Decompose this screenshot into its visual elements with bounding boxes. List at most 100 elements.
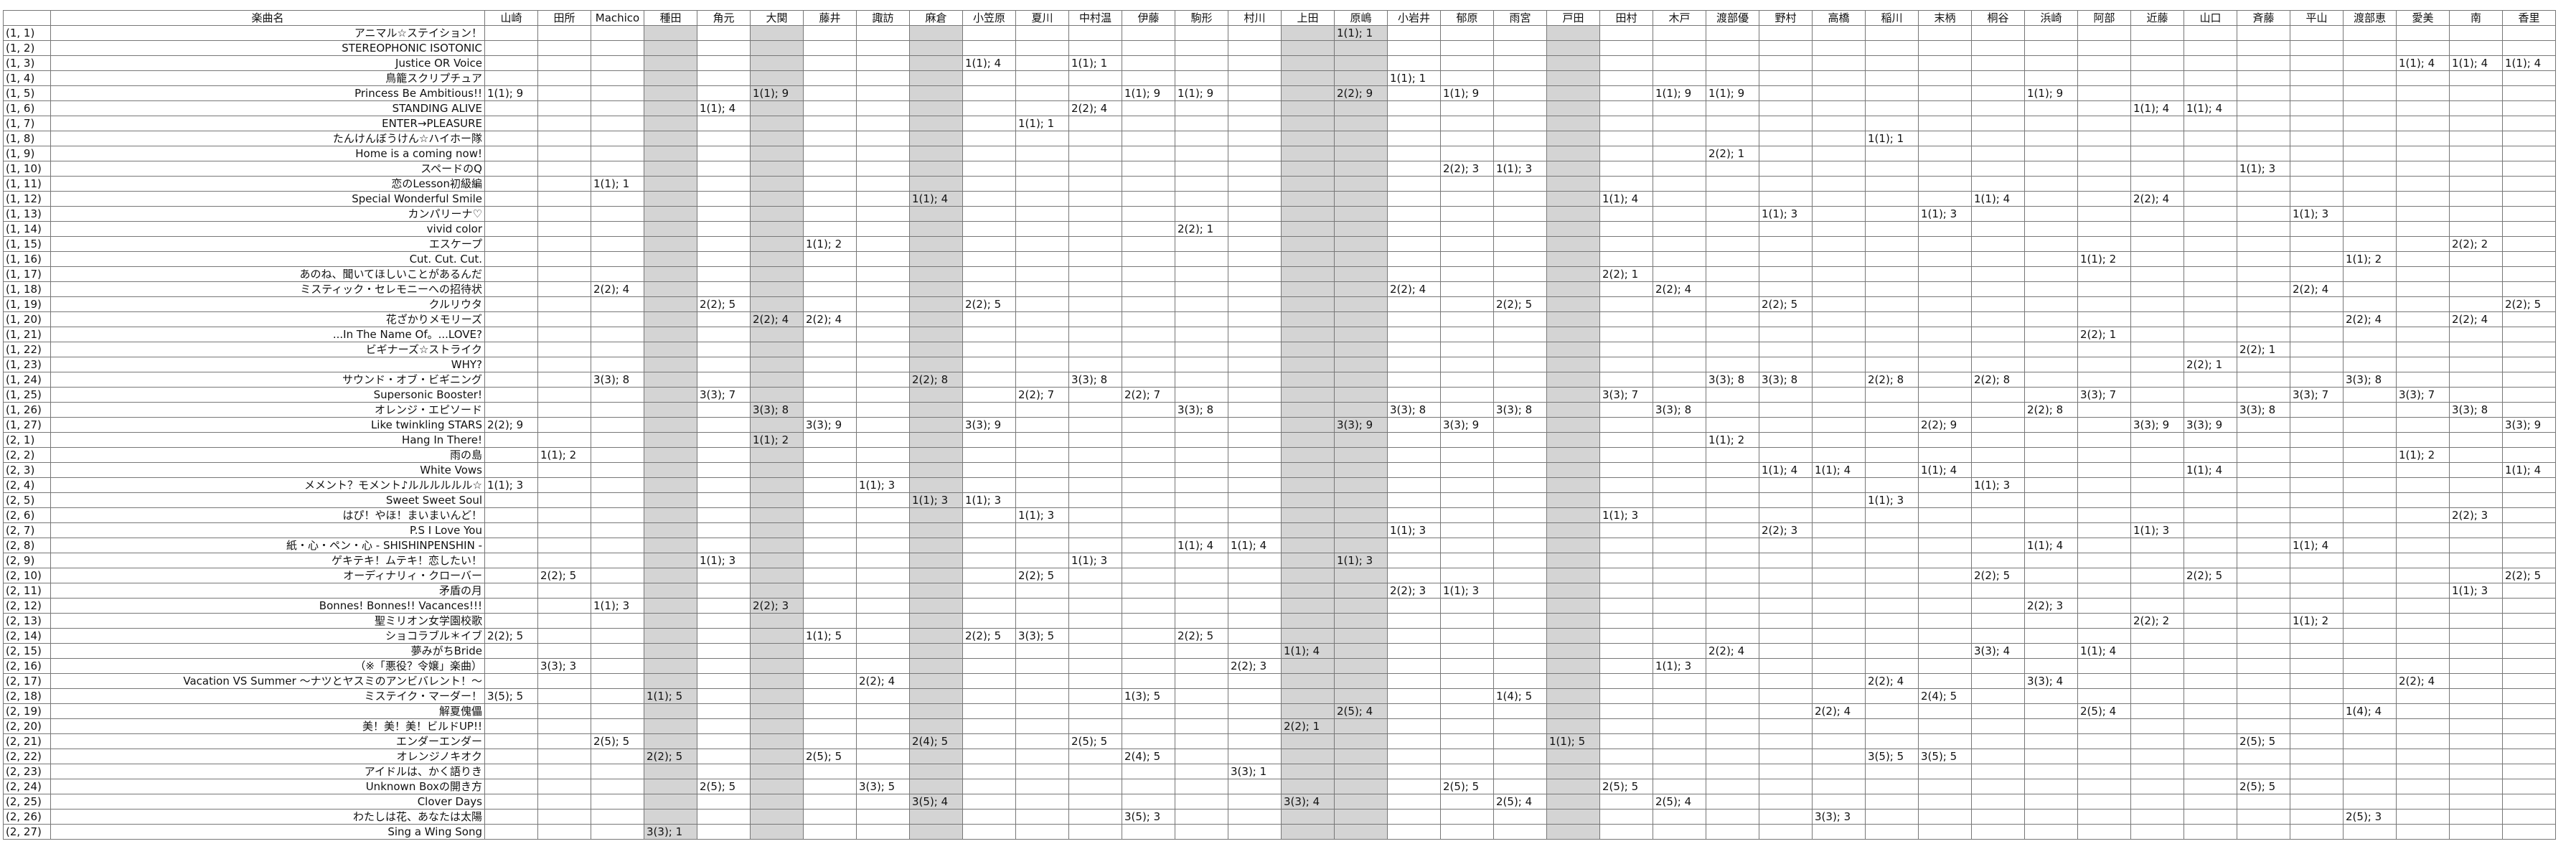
assignment-cell [2077, 673, 2131, 689]
assignment-cell [1281, 327, 1335, 342]
assignment-cell [2449, 85, 2503, 101]
assignment-cell [1865, 432, 1919, 448]
assignment-cell [537, 538, 591, 553]
assignment-cell [1334, 764, 1388, 779]
header-row: 楽曲名 山崎 田所 Machico 種田 角元 大関 藤井 諏訪 麻倉 小笠原 夏川 中村温 伊藤 駒形 村川… [3, 10, 2556, 26]
assignment-cell [1546, 25, 1600, 41]
assignment-cell [909, 176, 963, 192]
assignment-cell [1599, 628, 1653, 644]
row-id: (1, 12) [3, 191, 51, 207]
assignment-cell [1175, 387, 1228, 403]
assignment-cell [2130, 221, 2184, 237]
assignment-cell [1387, 568, 1441, 583]
assignment-cell [2077, 221, 2131, 237]
assignment-cell: 2(2); 5 [484, 628, 538, 644]
assignment-cell [856, 764, 910, 779]
assignment-cell [2449, 598, 2503, 614]
assignment-cell [1175, 25, 1228, 41]
assignment-cell [1440, 387, 1494, 403]
assignment-cell [856, 131, 910, 146]
assignment-cell [1706, 628, 1759, 644]
assignment-cell [1281, 583, 1335, 599]
row-id: (2, 14) [3, 628, 51, 644]
assignment-cell [1281, 191, 1335, 207]
assignment-cell [2502, 703, 2556, 719]
song-title: 鳥籠スクリプチュア [50, 70, 485, 86]
table-row: (2, 12) Bonnes! Bonnes!! Vacances!!! 1(1);… [3, 598, 2556, 614]
assignment-cell [484, 40, 538, 56]
assignment-cell: 2(2); 4 [1653, 281, 1706, 297]
assignment-cell [2396, 311, 2450, 327]
assignment-cell: 2(2); 5 [1175, 628, 1228, 644]
assignment-cell [2449, 794, 2503, 810]
assignment-cell: 1(1); 2 [537, 447, 591, 463]
assignment-cell: 1(1); 4 [1759, 462, 1813, 478]
assignment-cell [2290, 507, 2344, 523]
assignment-cell [962, 161, 1016, 177]
assignment-cell [1599, 522, 1653, 538]
assignment-cell [2130, 598, 2184, 614]
assignment-cell [1122, 568, 1175, 583]
assignment-cell: 3(3); 9 [962, 417, 1016, 433]
assignment-cell [2396, 85, 2450, 101]
assignment-cell: 2(2); 1 [1175, 221, 1228, 237]
assignment-cell [1546, 613, 1600, 629]
assignment-cell [1918, 176, 1972, 192]
assignment-cell [1122, 432, 1175, 448]
assignment-cell [1653, 100, 1706, 116]
assignment-cell [1122, 522, 1175, 538]
assignment-cell [2449, 342, 2503, 357]
assignment-cell [1068, 40, 1122, 56]
assignment-cell [1175, 522, 1228, 538]
table-row: (2, 6) はぴ！やほ！まいまいんど！ 1(1); 3 1(1); 3 2(2); 3 [3, 507, 2556, 523]
assignment-cell [2396, 146, 2450, 161]
assignment-cell [803, 206, 857, 222]
assignment-cell [2290, 447, 2344, 463]
assignment-cell [1387, 733, 1441, 749]
assignment-cell [2502, 116, 2556, 131]
assignment-cell [803, 447, 857, 463]
assignment-cell [1971, 55, 2025, 71]
assignment-cell [1387, 718, 1441, 734]
assignment-cell [644, 598, 697, 614]
assignment-cell [1706, 824, 1759, 840]
assignment-cell [856, 628, 910, 644]
assignment-cell [2343, 794, 2397, 810]
assignment-cell: 3(3); 8 [2449, 402, 2503, 418]
assignment-cell [2184, 70, 2237, 86]
assignment-cell [1653, 462, 1706, 478]
assignment-cell [1653, 25, 1706, 41]
assignment-cell [962, 568, 1016, 583]
assignment-cell [750, 161, 804, 177]
assignment-cell [2077, 417, 2131, 433]
assignment-cell [1440, 522, 1494, 538]
assignment-cell [1546, 296, 1600, 312]
assignment-cell [909, 703, 963, 719]
song-title: オーディナリィ・クローバー [50, 568, 485, 583]
assignment-cell [1812, 628, 1866, 644]
row-id: (1, 19) [3, 296, 51, 312]
assignment-cell [1175, 251, 1228, 267]
assignment-cell [1865, 402, 1919, 418]
assignment-cell [1493, 779, 1547, 794]
assignment-cell [1546, 236, 1600, 252]
assignment-cell [2077, 25, 2131, 41]
assignment-cell [2396, 266, 2450, 282]
assignment-cell [1599, 311, 1653, 327]
assignment-cell [2502, 402, 2556, 418]
assignment-cell [1440, 688, 1494, 704]
assignment-cell [2396, 538, 2450, 553]
assignment-cell [1759, 749, 1813, 764]
assignment-cell [1015, 553, 1069, 568]
assignment-cell [484, 718, 538, 734]
assignment-cell [1546, 568, 1600, 583]
song-title: 矛盾の月 [50, 583, 485, 599]
assignment-cell [697, 749, 751, 764]
assignment-cell [1440, 718, 1494, 734]
assignment-cell [2343, 221, 2397, 237]
assignment-cell [2343, 387, 2397, 403]
assignment-cell: 3(3); 9 [1440, 417, 1494, 433]
assignment-cell [909, 161, 963, 177]
assignment-cell [962, 643, 1016, 659]
assignment-cell [750, 809, 804, 825]
